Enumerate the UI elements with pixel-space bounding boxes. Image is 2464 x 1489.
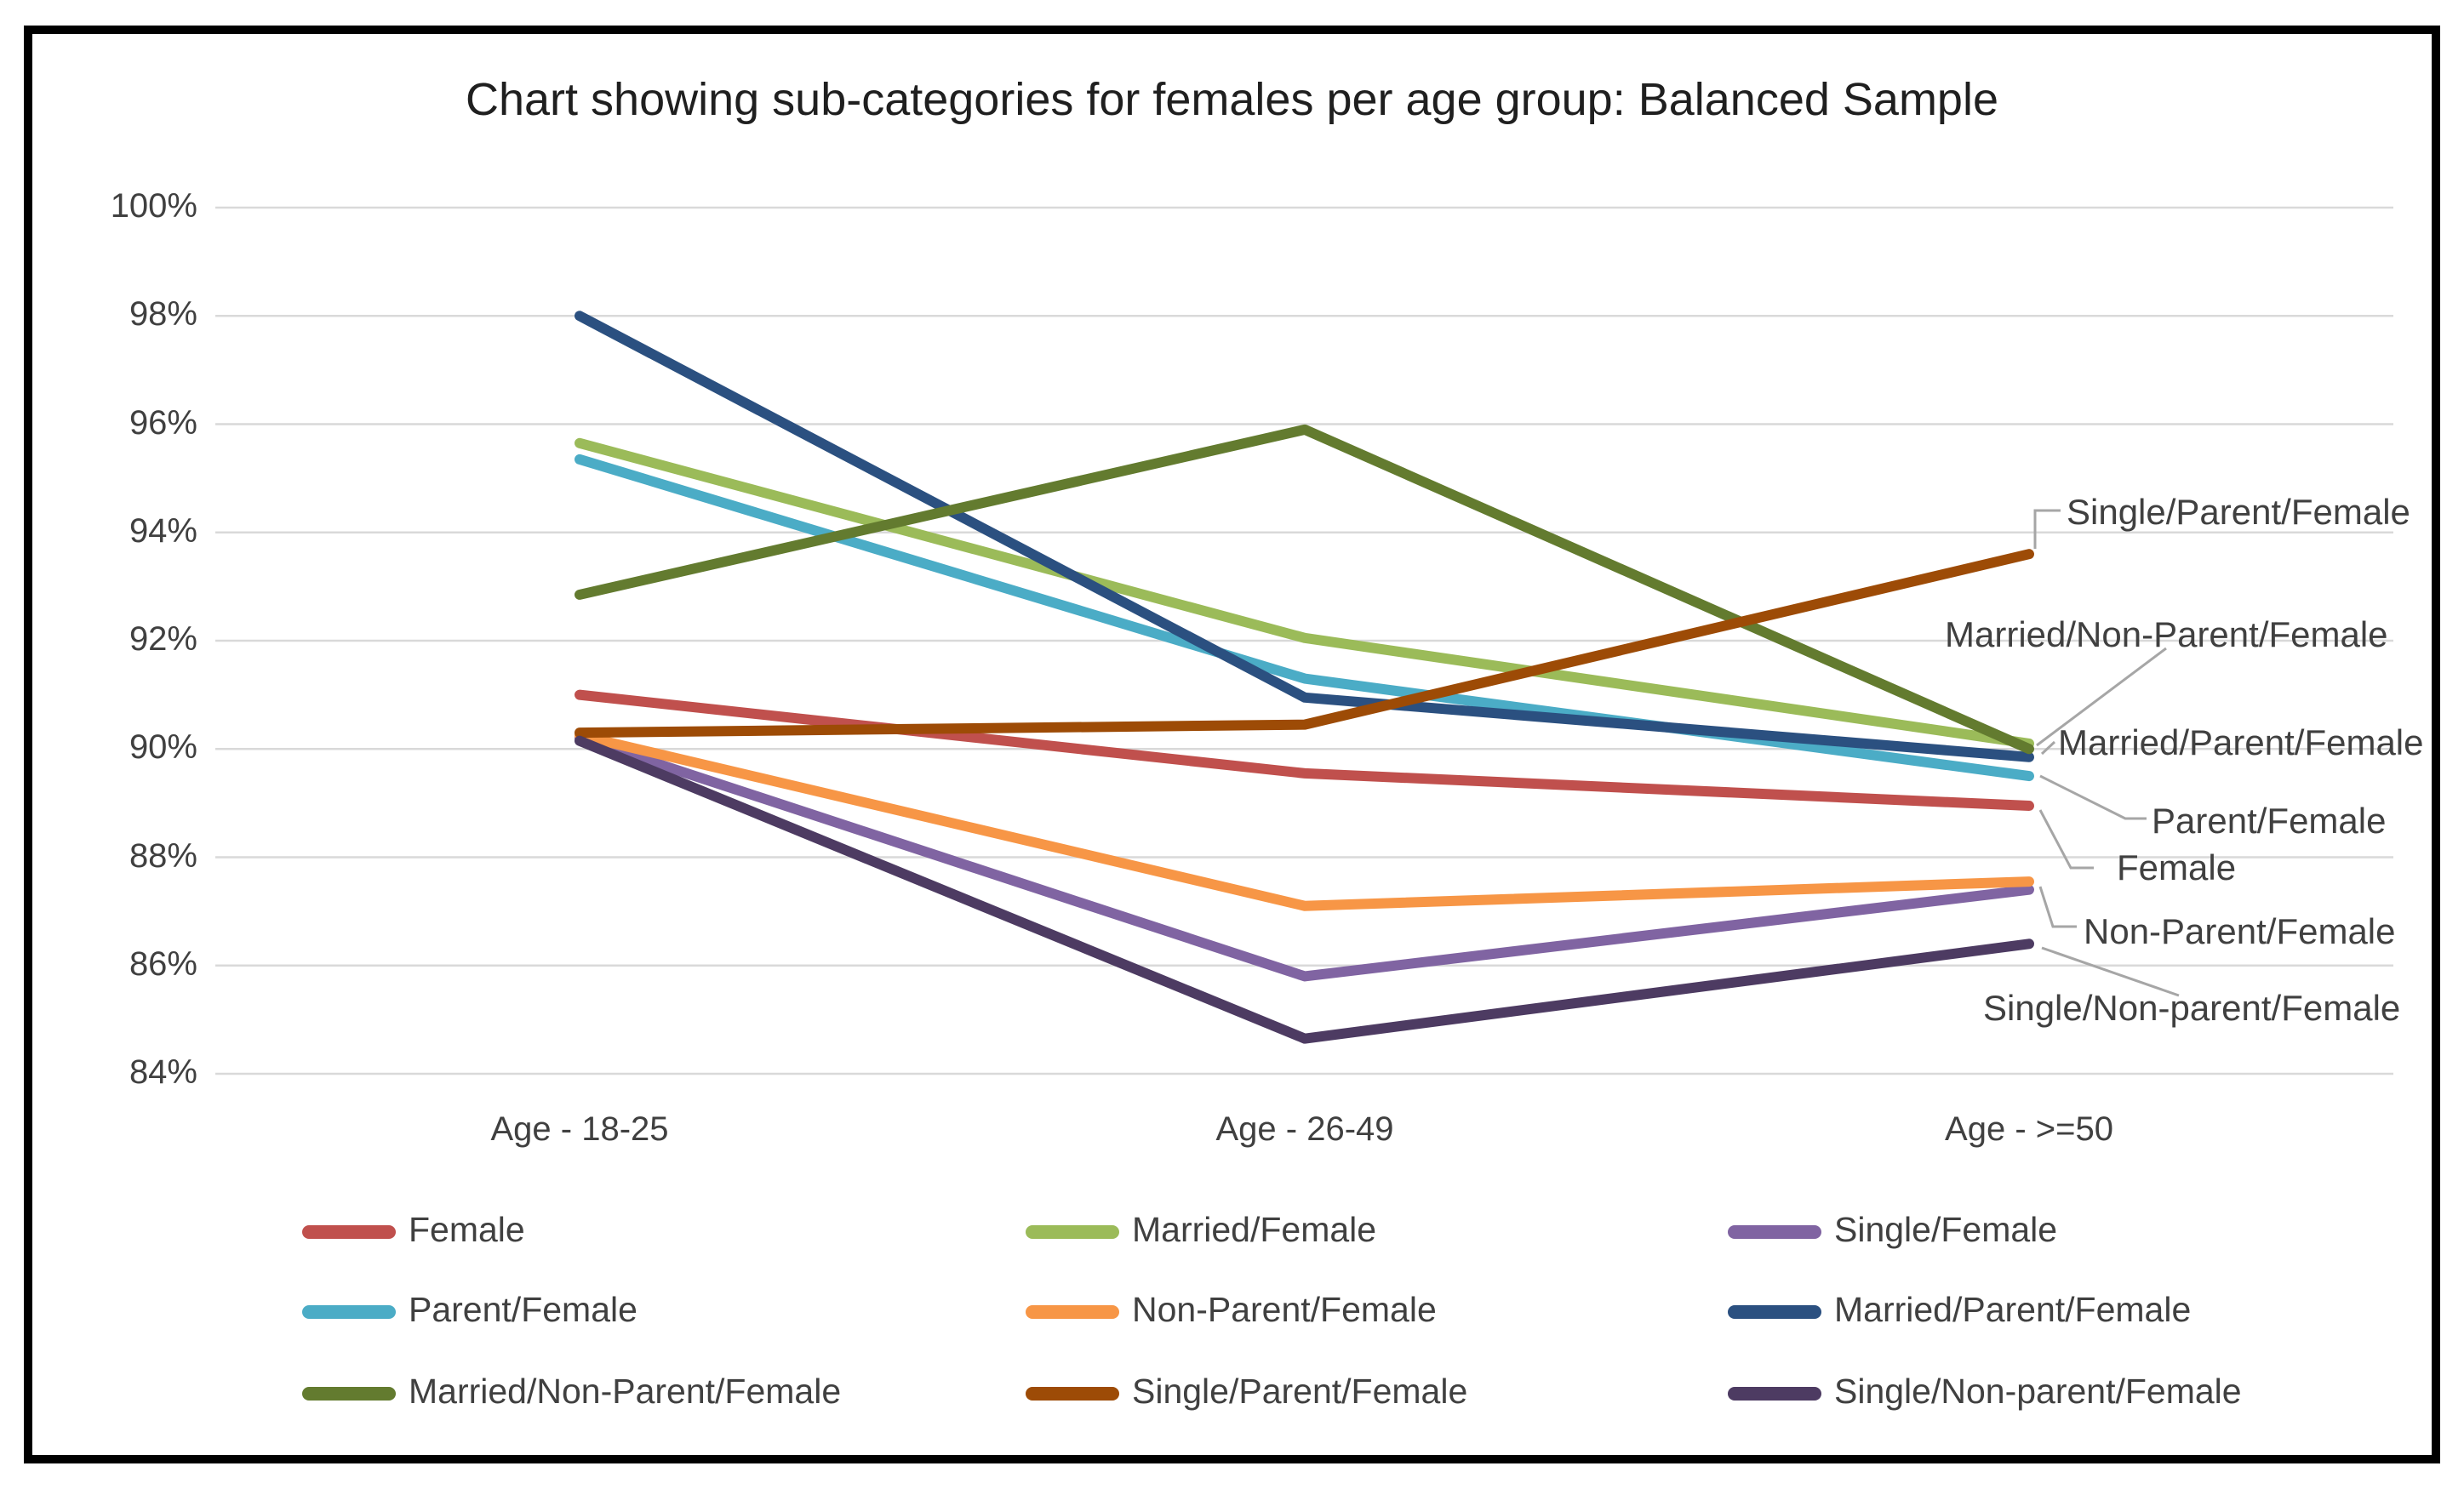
y-tick-label: 92% [129,620,197,658]
legend-label: Parent/Female [409,1290,637,1329]
legend-swatch [1026,1305,1119,1319]
y-tick-label: 84% [129,1053,197,1091]
callout-label: Parent/Female [2152,801,2387,841]
x-tick-label: Age - 18-25 [490,1110,669,1148]
y-tick-label: 100% [110,187,197,225]
legend-label: Single/Parent/Female [1132,1372,1468,1411]
leader-line [2036,647,2167,747]
y-tick-label: 98% [129,295,197,334]
leader-line [2040,740,2056,756]
series-line-Single/Non-parent/Female [575,735,2034,1044]
leader-line [2033,509,2061,549]
legend-swatch [302,1225,396,1239]
legend-swatch [1026,1387,1119,1401]
callout-label: Non-Parent/Female [2084,911,2396,951]
callout-label: Female [2117,847,2237,887]
callout-label: Single/Non-parent/Female [1983,988,2401,1028]
legend-swatch [1026,1225,1119,1239]
leader-line [2038,886,2077,928]
leader-line [2038,809,2094,870]
legend-swatch [1728,1387,1821,1401]
legend-label: Single/Female [1834,1210,2058,1249]
chart-frame-border [24,26,2440,1463]
legend-label: Single/Non-parent/Female [1834,1372,2242,1411]
chart-title: Chart showing sub-categories for females… [465,74,1998,125]
y-tick-label: 88% [129,836,197,875]
callout-label: Single/Parent/Female [2067,492,2410,532]
y-tick-label: 86% [129,944,197,983]
callout-label: Married/Non-Parent/Female [1945,614,2388,654]
x-tick-label: Age - 26-49 [1215,1110,1394,1148]
x-tick-label: Age - >=50 [1945,1110,2113,1148]
series-line-Married/Parent/Female [575,311,2034,762]
legend-label: Married/Female [1132,1210,1377,1249]
legend-label: Non-Parent/Female [1132,1290,1437,1329]
legend-label: Female [409,1210,525,1249]
y-tick-label: 94% [129,511,197,550]
y-tick-label: 90% [129,728,197,767]
legend-swatch [1728,1305,1821,1319]
y-tick-label: 96% [129,403,197,442]
legend-swatch [1728,1225,1821,1239]
leader-line [2041,946,2180,997]
legend-label: Married/Non-Parent/Female [409,1372,842,1411]
series-line-Married/Female [575,437,2034,749]
legend-swatch [302,1305,396,1319]
callout-label: Married/Parent/Female [2058,722,2424,762]
series-line-Single/Parent/Female [575,549,2034,739]
legend-label: Married/Parent/Female [1834,1290,2192,1329]
series-line-Married/Non-Parent/Female [575,424,2034,755]
series-line-Female [575,689,2034,812]
series-line-Parent/Female [575,454,2034,782]
leader-line [2039,774,2147,820]
legend-swatch [302,1387,396,1401]
series-line-Non-Parent/Female [575,730,2034,911]
series-line-Single/Female [575,733,2034,982]
